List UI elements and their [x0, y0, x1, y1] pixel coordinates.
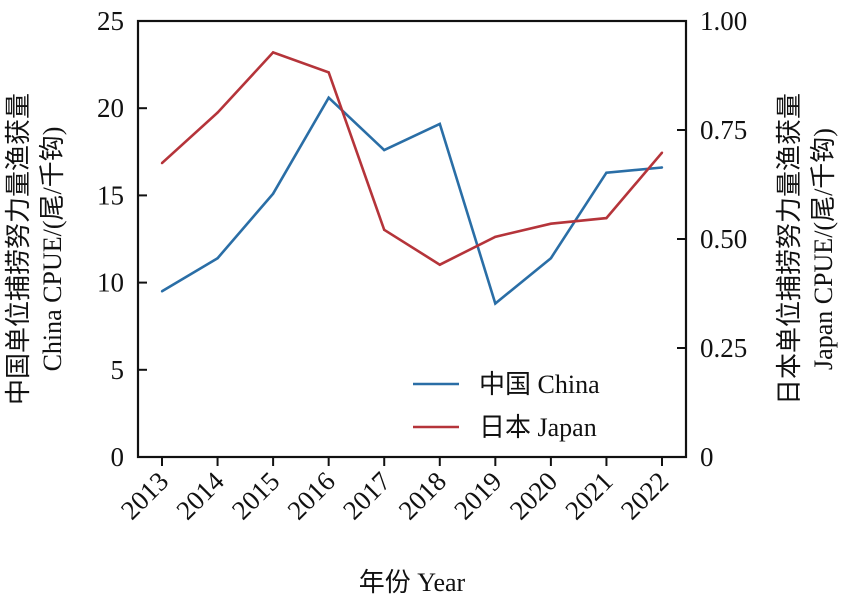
- data-point-china: [549, 256, 553, 260]
- left-y-tick-label: 0: [111, 442, 125, 472]
- data-point-japan: [549, 222, 553, 225]
- left-y-tick-label: 10: [97, 268, 124, 298]
- series-line-china: [161, 95, 663, 306]
- x-tick-label: 2017: [337, 466, 396, 525]
- plot-frame: [136, 19, 688, 459]
- x-tick-label: 2022: [615, 466, 674, 525]
- left-y-tick-label: 25: [97, 6, 124, 36]
- right-y-tick-label: 0.50: [700, 224, 747, 254]
- legend-label: 中国 China: [479, 370, 600, 399]
- left-y-tick-label: 20: [97, 93, 124, 123]
- data-point-china: [438, 122, 441, 126]
- legend-label: 日本 Japan: [479, 413, 597, 442]
- data-point-japan: [605, 216, 608, 220]
- right-y-axis-title-line1: 日本单位捕捞努力量渔获量: [775, 93, 804, 405]
- right-y-tick-label: 0: [700, 442, 714, 472]
- x-tick-label: 2013: [115, 466, 174, 525]
- data-point-china: [271, 192, 275, 195]
- data-point-china: [383, 148, 386, 152]
- x-tick-label: 2018: [393, 466, 452, 525]
- left-y-tick-label: 15: [97, 180, 124, 210]
- left-y-tick-label: 5: [111, 355, 125, 385]
- data-point-japan: [160, 161, 164, 165]
- right-y-tick-label: 1.00: [700, 6, 747, 36]
- x-tick-label: 2015: [226, 466, 285, 525]
- right-y-tick-label: 0.25: [700, 333, 747, 363]
- data-point-japan: [438, 263, 441, 266]
- x-tick-label: 2014: [170, 466, 230, 526]
- right-y-tick-label: 0.75: [700, 115, 747, 145]
- x-tick-label: 2016: [282, 466, 341, 525]
- x-axis-title: 年份 Year: [359, 568, 466, 597]
- data-point-japan: [383, 228, 386, 232]
- data-point-japan: [660, 151, 664, 154]
- series-line-japan: [161, 50, 663, 267]
- x-tick-label: 2020: [504, 466, 563, 525]
- data-point-china: [160, 290, 164, 293]
- data-point-china: [327, 96, 330, 99]
- data-point-china: [660, 166, 664, 169]
- x-tick-label: 2021: [559, 466, 618, 525]
- data-point-japan: [216, 111, 219, 114]
- data-point-japan: [271, 51, 275, 54]
- data-point-japan: [494, 235, 497, 239]
- data-point-china: [605, 171, 608, 174]
- left-y-axis-title-line2: China CPUE/(尾/千钩): [38, 127, 67, 372]
- data-point-china: [494, 302, 497, 305]
- x-tick-label: 2019: [448, 466, 507, 525]
- right-y-axis-title-line2: Japan CPUE/(尾/千钩): [809, 128, 838, 370]
- data-point-japan: [327, 71, 330, 74]
- left-y-axis-title-line1: 中国单位捕捞努力量渔获量: [4, 93, 33, 405]
- data-point-china: [216, 256, 219, 260]
